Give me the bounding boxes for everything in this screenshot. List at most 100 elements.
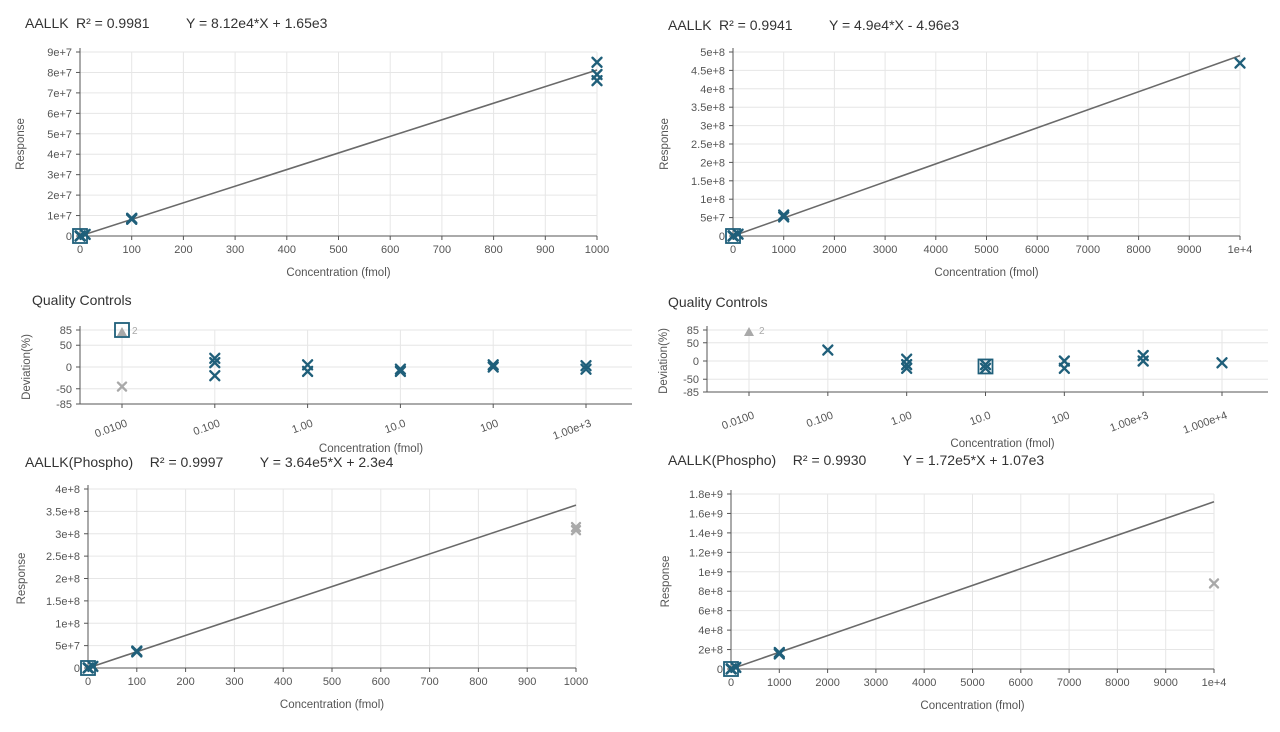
data-point[interactable] [126, 212, 138, 224]
data-point[interactable] [778, 211, 790, 223]
data-point[interactable] [732, 228, 744, 240]
data-point[interactable] [209, 370, 221, 382]
x-tick-label: 3000 [864, 677, 888, 689]
data-point[interactable] [209, 356, 221, 369]
y-tick-label: 4.5e+8 [691, 65, 725, 77]
data-point[interactable] [1216, 357, 1228, 369]
data-point[interactable] [301, 365, 314, 378]
data-point[interactable] [591, 56, 603, 68]
excluded-point[interactable] [1208, 578, 1220, 589]
x-tick-label: 500 [329, 244, 347, 256]
chart-title-r2: R² = 0.9981 [76, 15, 150, 31]
data-point[interactable] [487, 361, 499, 373]
data-points [725, 57, 1246, 244]
y-tick-label: 5e+7 [47, 129, 72, 141]
data-points [723, 578, 1220, 677]
data-points: 2 [114, 322, 592, 392]
chart-title: AALLK R² = 0.9941 Y = 4.9e4*X - 4.96e3 [668, 17, 959, 33]
chart-title-r2: R² = 0.9997 [150, 454, 224, 470]
x-tick-label: 0 [77, 244, 83, 256]
selected-point-box[interactable] [725, 228, 741, 244]
data-point[interactable] [900, 358, 913, 371]
x-tick-label: 0.0100 [93, 418, 129, 441]
y-tick-label: 1e+8 [55, 618, 80, 630]
outlier-point[interactable] [744, 327, 754, 336]
data-point[interactable] [487, 359, 499, 371]
data-point[interactable] [778, 209, 790, 221]
y-tick-label: 5e+8 [700, 47, 725, 59]
data-point[interactable] [822, 344, 834, 356]
y-tick-label: 2e+8 [55, 574, 80, 586]
y-tick-label: 1.4e+9 [689, 528, 723, 540]
chart-title-equation: Y = 3.64e5*X + 2.3e4 [260, 454, 394, 470]
data-point[interactable] [1137, 355, 1149, 367]
data-point[interactable] [1058, 362, 1071, 374]
data-point[interactable] [131, 645, 143, 657]
chart-title-equation: Y = 4.9e4*X - 4.96e3 [829, 17, 959, 33]
data-point[interactable] [900, 362, 913, 374]
data-point[interactable] [979, 358, 992, 371]
selected-point-box[interactable] [114, 322, 130, 338]
grid [730, 493, 1215, 670]
selected-point-box[interactable] [80, 660, 96, 676]
x-tick-label: 500 [323, 676, 341, 688]
data-point[interactable] [773, 646, 785, 659]
excluded-point[interactable] [570, 521, 582, 533]
x-axis-label: Concentration (fmol) [286, 267, 390, 279]
x-tick-label: 4000 [924, 244, 948, 256]
y-tick-label: 8e+8 [698, 586, 723, 598]
chart-title: AALLK R² = 0.9981 Y = 8.12e4*X + 1.65e3 [25, 15, 328, 31]
y-tick-label: 3e+8 [55, 529, 80, 541]
chart-title: Quality Controls [668, 294, 768, 310]
y-tick-label: 4e+8 [55, 484, 80, 496]
y-tick-label: 85 [687, 325, 699, 337]
data-point[interactable] [580, 363, 592, 375]
data-point[interactable] [1234, 57, 1246, 69]
data-point[interactable] [591, 68, 603, 81]
x-tick-label: 0 [730, 244, 736, 256]
y-axis-label: Response [16, 553, 28, 605]
regression-line [730, 501, 1215, 670]
x-tick-label: 1.00 [889, 410, 913, 429]
y-axis-label: Deviation(%) [658, 328, 670, 394]
y-tick-label: 8e+7 [47, 67, 72, 79]
x-tick-label: 1e+4 [1202, 677, 1227, 689]
x-tick-label: 1000 [564, 676, 588, 688]
x-tick-label: 1000 [585, 244, 609, 256]
regression-line [87, 504, 577, 669]
chart-title-name: Quality Controls [668, 294, 768, 310]
data-point[interactable] [580, 359, 592, 372]
axes: 85 50 0 -50 -85 0.0100 0.100 1.00 10.0 100 1.00e+3 [56, 325, 632, 443]
chart-title: AALLK(Phospho) R² = 0.9930 Y = 1.72e5*X + … [668, 452, 1044, 468]
data-point[interactable] [394, 365, 407, 378]
selected-point-box[interactable] [977, 358, 994, 375]
chart-cal-phospho-right: AALLK(Phospho) R² = 0.9930 Y = 1.72e5*X + … [660, 452, 1226, 712]
x-tick-label: 0 [85, 676, 91, 688]
excluded-point[interactable] [116, 381, 128, 392]
chart-cal-aallk-left: AALLK R² = 0.9981 Y = 8.12e4*X + 1.65e3 0 1e… [15, 15, 609, 279]
outlier-count-label: 2 [759, 326, 765, 337]
data-point[interactable] [394, 363, 407, 375]
axes: 0 1e+7 2e+7 3e+7 4e+7 5e+7 6e+7 7e+7 8e+7 9e+7 0 10… [47, 47, 609, 256]
chart-title: Quality Controls [32, 292, 132, 308]
x-tick-label: 0.0100 [720, 410, 756, 433]
selected-point-box[interactable] [72, 228, 88, 244]
excluded-point[interactable] [570, 524, 582, 536]
outlier-point[interactable] [117, 327, 127, 336]
y-tick-label: 5e+7 [700, 213, 725, 225]
y-tick-label: 7e+7 [47, 88, 72, 100]
chart-cal-aallk-right: AALLK R² = 0.9941 Y = 4.9e4*X - 4.96e3 0 5e+… [659, 17, 1252, 279]
data-point[interactable] [979, 362, 992, 374]
data-point[interactable] [79, 228, 91, 241]
axes: 0 5e+7 1e+8 1.5e+8 2e+8 2.5e+8 3e+8 3.5e+8 4e+8 4… [691, 47, 1252, 256]
x-tick-label: 10.0 [968, 410, 992, 429]
selected-point-box[interactable] [723, 661, 739, 677]
y-tick-label: 2.5e+8 [46, 551, 80, 563]
x-tick-label: 400 [278, 244, 296, 256]
x-tick-label: 1.00 [290, 418, 314, 437]
x-tick-label: 800 [469, 676, 487, 688]
x-tick-label: 10.0 [383, 418, 407, 437]
y-tick-label: 1.6e+9 [689, 508, 723, 520]
y-tick-label: 0 [74, 663, 80, 675]
